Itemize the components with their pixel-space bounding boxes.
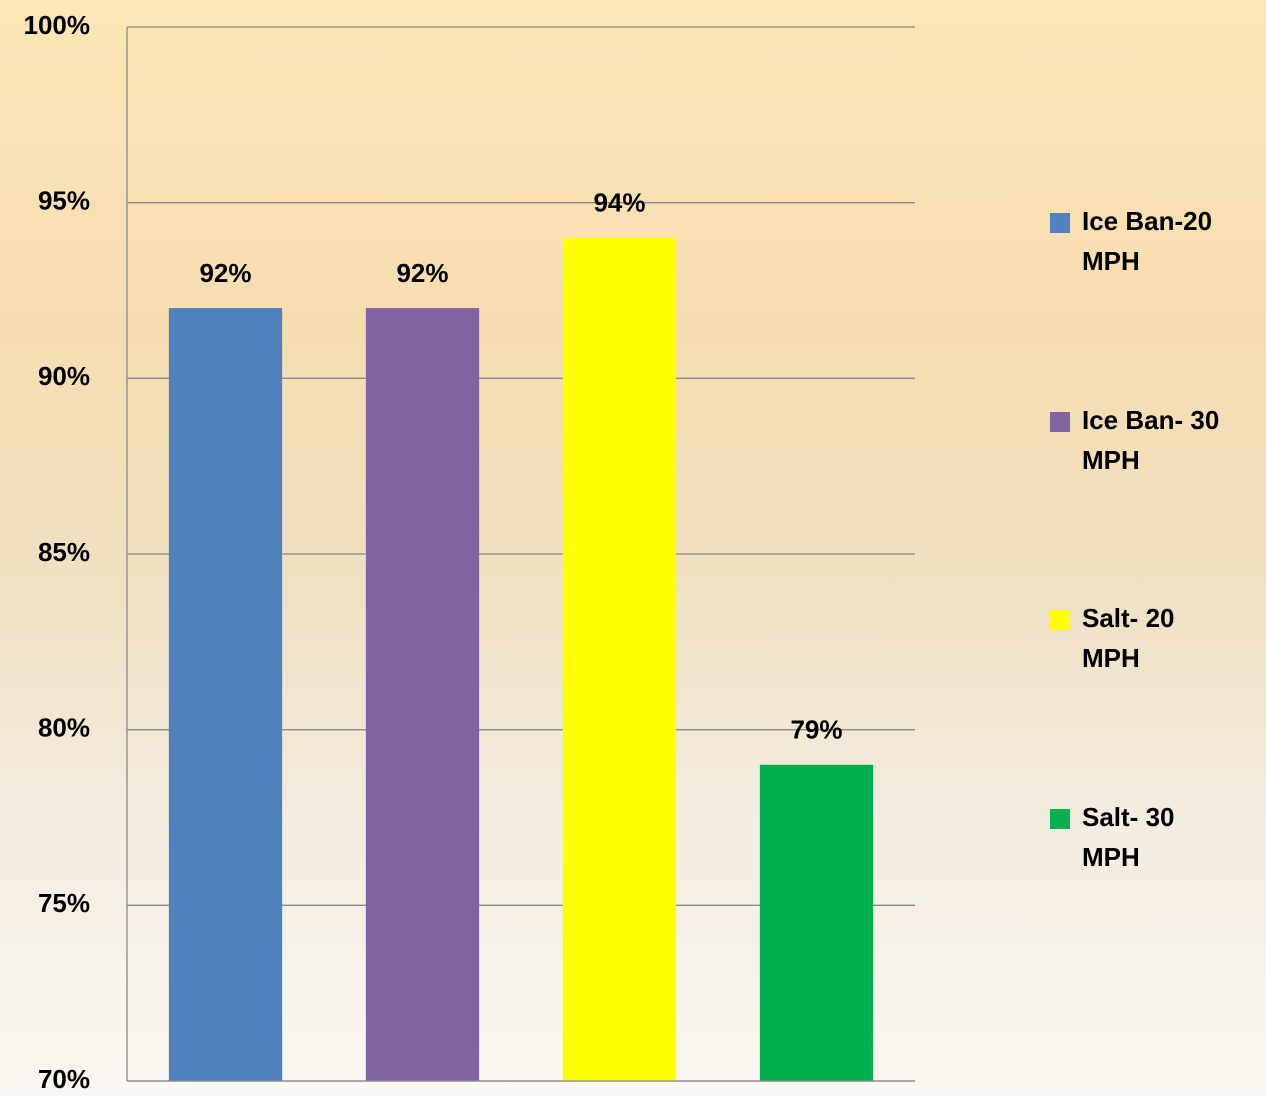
legend-item: Salt- 30 MPH	[1050, 802, 1260, 877]
y-tick-label: 95%	[38, 186, 90, 216]
legend-item: Ice Ban-20 MPH	[1050, 206, 1260, 281]
y-tick-label: 100%	[24, 10, 91, 40]
legend-swatch	[1050, 610, 1070, 630]
y-tick-label: 70%	[38, 1064, 90, 1094]
bar	[759, 764, 874, 1081]
legend-item: Salt- 20 MPH	[1050, 603, 1260, 678]
legend-swatch	[1050, 808, 1070, 829]
legend-swatch	[1050, 411, 1070, 432]
bar	[168, 308, 283, 1082]
legend-label: Salt- 30 MPH	[1082, 801, 1175, 872]
legend-item: Ice Ban- 30 MPH	[1050, 405, 1260, 480]
legend-label: Ice Ban- 30 MPH	[1082, 404, 1220, 475]
value-label: 92%	[199, 258, 251, 288]
value-label: 94%	[593, 188, 645, 218]
legend-label: Ice Ban-20 MPH	[1082, 206, 1213, 276]
value-label: 79%	[790, 715, 842, 745]
bar	[562, 237, 677, 1082]
value-label: 92%	[396, 258, 448, 288]
y-tick-label: 80%	[38, 713, 90, 743]
y-tick-label: 90%	[38, 361, 90, 391]
y-tick-label: 85%	[38, 537, 90, 567]
legend-swatch	[1050, 213, 1070, 233]
y-tick-label: 75%	[38, 888, 90, 918]
legend-label: Salt- 20 MPH	[1082, 603, 1175, 673]
bar	[365, 308, 480, 1082]
